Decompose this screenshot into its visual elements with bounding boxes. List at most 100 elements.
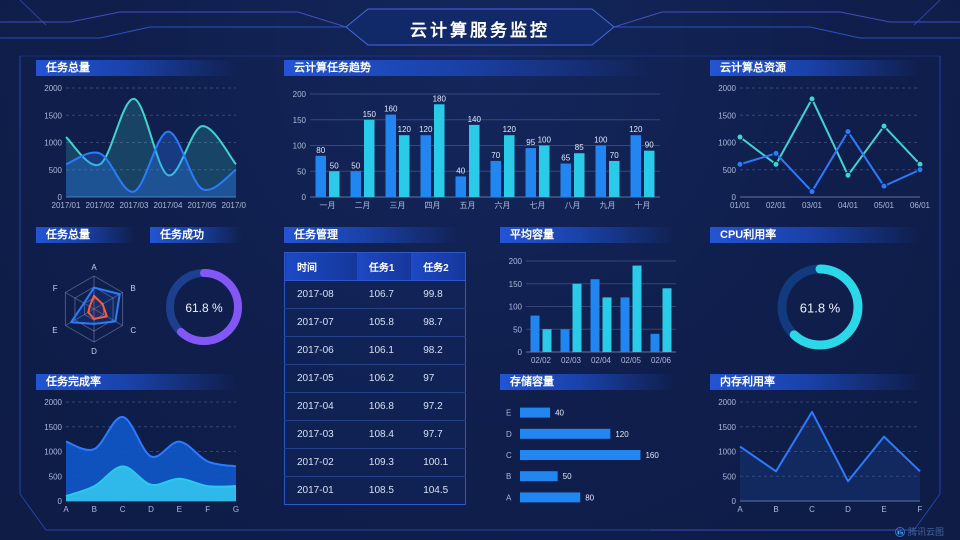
svg-text:0: 0 (58, 497, 63, 506)
svg-text:1000: 1000 (44, 139, 62, 148)
svg-text:2017/04: 2017/04 (154, 201, 183, 210)
svg-text:F: F (205, 505, 210, 514)
panel-title: CPU利用率 (710, 227, 930, 243)
panel-title: 平均容量 (500, 227, 682, 243)
task-total-radar-chart: A B C D E F (48, 247, 140, 367)
avg-capacity-bar-chart: 0 50 100 150 200 02/02 02/03 02/04 02/05 02/06 (500, 247, 682, 367)
svg-text:B: B (92, 505, 97, 514)
svg-text:E: E (881, 505, 886, 514)
svg-text:C: C (130, 326, 136, 335)
svg-text:八月: 八月 (565, 201, 581, 210)
svg-text:2017/06: 2017/06 (222, 201, 246, 210)
svg-text:61.8 %: 61.8 % (185, 301, 223, 315)
storage-hbar-chart: E 40 D 120 C 160 B 50 A 80 (500, 394, 682, 516)
svg-text:四月: 四月 (425, 201, 441, 210)
table-cell: 104.5 (411, 476, 466, 505)
svg-text:G: G (233, 505, 239, 514)
svg-text:95: 95 (526, 138, 535, 147)
svg-text:85: 85 (575, 143, 584, 152)
table-cell: 106.8 (356, 392, 412, 421)
table-cell: 2017-04 (284, 392, 357, 421)
panel-title: 任务总量 (36, 227, 140, 243)
watermark-logo-icon (894, 526, 905, 537)
svg-text:2000: 2000 (44, 398, 62, 407)
svg-text:65: 65 (561, 154, 570, 163)
table-header-cell: 任务1 (356, 252, 412, 281)
completion-area-chart: 0 500 1000 1500 2000 A B C D E F G (36, 394, 246, 516)
panel-title: 云计算总资源 (710, 60, 930, 76)
svg-text:06/01: 06/01 (910, 201, 930, 210)
svg-text:200: 200 (293, 90, 307, 99)
svg-text:F: F (918, 505, 923, 514)
watermark-label: 腾讯云图 (907, 527, 944, 537)
panel-title: 存储容量 (500, 374, 682, 390)
svg-text:D: D (506, 430, 512, 439)
svg-text:05/01: 05/01 (874, 201, 895, 210)
svg-text:E: E (52, 326, 57, 335)
svg-text:500: 500 (723, 472, 737, 481)
svg-text:500: 500 (49, 166, 63, 175)
svg-text:C: C (506, 451, 512, 460)
svg-text:1000: 1000 (44, 448, 62, 457)
table-cell: 106.7 (356, 280, 412, 309)
panel-memory-usage: 内存利用率 0 500 1000 1500 2000 A B C D E F (710, 374, 930, 516)
table-cell: 2017-07 (284, 308, 357, 337)
svg-text:200: 200 (509, 257, 523, 266)
table-cell: 98.2 (411, 336, 466, 365)
svg-text:2017/03: 2017/03 (120, 201, 149, 210)
table-cell: 2017-03 (284, 420, 357, 449)
watermark: 腾讯云图 (894, 525, 944, 538)
panel-cpu-usage: CPU利用率 61.8 % (710, 227, 930, 367)
svg-text:70: 70 (491, 151, 500, 160)
svg-text:120: 120 (615, 430, 629, 439)
table-cell: 106.2 (356, 364, 412, 393)
svg-text:1000: 1000 (718, 448, 736, 457)
table-cell: 106.1 (356, 336, 412, 365)
svg-text:E: E (506, 409, 511, 418)
svg-text:150: 150 (293, 116, 307, 125)
table-cell: 108.4 (356, 420, 412, 449)
svg-text:100: 100 (594, 136, 608, 145)
svg-text:2017/01: 2017/01 (52, 201, 81, 210)
svg-text:50: 50 (513, 325, 522, 334)
panel-storage: 存储容量 E 40 D 120 C 160 B 50 A 80 (500, 374, 682, 516)
table-row: 2017-04 106.8 97.2 (284, 392, 466, 421)
table-cell: 2017-05 (284, 364, 357, 393)
svg-text:70: 70 (610, 151, 619, 160)
task-total-line-chart: 0 500 1000 1500 2000 2017/01 2017/02 2017/03 201… (36, 80, 246, 212)
svg-text:160: 160 (645, 451, 659, 460)
svg-text:E: E (177, 505, 182, 514)
svg-text:B: B (130, 284, 135, 293)
svg-text:十月: 十月 (635, 200, 651, 210)
svg-text:04/01: 04/01 (838, 201, 859, 210)
table-cell: 108.5 (356, 476, 412, 505)
total-resources-line-chart: 0 500 1000 1500 2000 01/01 02/01 03/01 04/01 05/0… (710, 80, 930, 212)
panel-total-resources: 云计算总资源 0 500 1000 1500 2000 01/01 02/01 03/01 04… (710, 60, 930, 212)
svg-text:02/01: 02/01 (766, 201, 787, 210)
panel-task-success: 任务成功 61.8 % (150, 227, 246, 367)
cpu-usage-gauge: 61.8 % (710, 247, 930, 367)
panel-task-table: 任务管理 时间 任务1 任务2 2017-08 106.7 99.8 2017-07 105.… (284, 227, 466, 511)
svg-text:三月: 三月 (390, 201, 406, 210)
svg-text:1500: 1500 (718, 111, 736, 120)
panel-title: 任务完成率 (36, 374, 246, 390)
svg-text:0: 0 (518, 348, 523, 357)
table-cell: 109.3 (356, 448, 412, 477)
svg-text:1000: 1000 (718, 139, 736, 148)
svg-text:500: 500 (49, 472, 63, 481)
svg-text:2000: 2000 (44, 84, 62, 93)
task-table: 时间 任务1 任务2 2017-08 106.7 99.8 2017-07 105.8 98.7… (284, 252, 466, 505)
svg-text:50: 50 (297, 167, 306, 176)
svg-text:五月: 五月 (460, 201, 476, 210)
svg-text:160: 160 (384, 105, 398, 114)
table-row: 2017-07 105.8 98.7 (284, 308, 466, 337)
svg-text:1500: 1500 (718, 423, 736, 432)
table-cell: 97 (411, 364, 466, 393)
svg-text:50: 50 (330, 161, 339, 170)
svg-text:1500: 1500 (44, 111, 62, 120)
panel-title: 内存利用率 (710, 374, 930, 390)
table-row: 2017-02 109.3 100.1 (284, 448, 466, 477)
svg-text:120: 120 (398, 125, 412, 134)
svg-text:90: 90 (645, 141, 654, 150)
